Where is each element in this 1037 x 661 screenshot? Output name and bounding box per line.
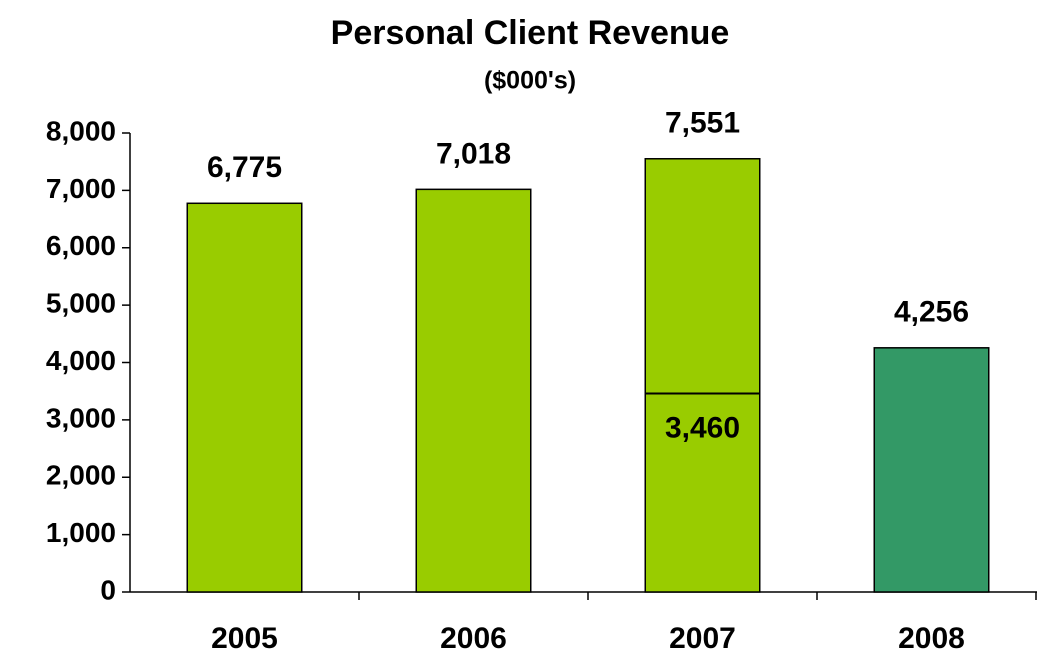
- value-label: 7,018: [436, 137, 511, 170]
- y-tick-label: 4,000: [46, 345, 116, 376]
- x-tick-label: 2008: [898, 622, 965, 655]
- bar: [186, 202, 303, 593]
- y-tick-label: 3,000: [46, 402, 116, 433]
- bar: [415, 188, 532, 593]
- value-label: 7,551: [665, 107, 740, 140]
- x-tick-label: 2006: [440, 622, 507, 655]
- chart-title: Personal Client Revenue: [331, 14, 730, 52]
- y-tick-label: 1,000: [46, 517, 116, 548]
- x-tick-label: 2007: [669, 622, 736, 655]
- y-tick-label: 8,000: [46, 115, 116, 146]
- value-label: 6,775: [207, 151, 282, 184]
- y-tick-label: 7,000: [46, 173, 116, 204]
- chart-subtitle: ($000's): [484, 67, 576, 95]
- y-tick-label: 0: [100, 574, 116, 605]
- bar: [644, 158, 761, 593]
- y-tick-label: 6,000: [46, 230, 116, 261]
- y-tick-label: 5,000: [46, 288, 116, 319]
- y-tick-label: 2,000: [46, 460, 116, 491]
- annotation-label: 3,460: [665, 411, 740, 444]
- value-label: 4,256: [894, 296, 969, 329]
- bar: [873, 347, 990, 593]
- x-tick-label: 2005: [211, 622, 278, 655]
